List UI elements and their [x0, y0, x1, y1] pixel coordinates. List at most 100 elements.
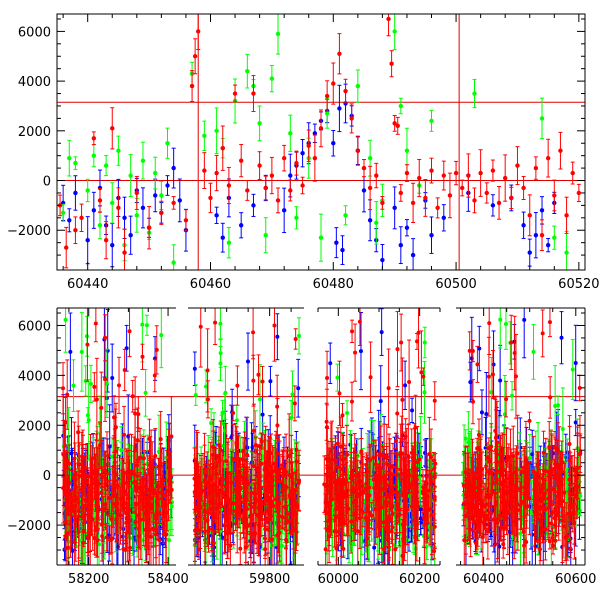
top-x-tick-label: 60500	[435, 277, 476, 292]
bottom-point	[419, 330, 424, 415]
top-point	[564, 196, 569, 234]
bottom-point	[135, 461, 140, 491]
bottom-point	[103, 473, 108, 495]
bottom-y-tick-label: 6000	[18, 319, 51, 334]
top-point	[527, 194, 532, 237]
bottom-point	[535, 451, 540, 478]
bottom-x-tick-label: 58400	[147, 572, 188, 587]
bottom-point	[246, 466, 251, 502]
bottom-point	[525, 496, 530, 516]
top-point	[263, 175, 268, 201]
top-point	[521, 211, 526, 239]
bottom-point	[225, 477, 230, 560]
bottom-point	[90, 465, 95, 493]
bottom-point	[152, 358, 157, 393]
bottom-point	[329, 463, 334, 536]
bottom-point	[246, 332, 251, 391]
top-point	[564, 230, 569, 270]
top-point	[110, 223, 115, 268]
top-point	[576, 183, 582, 203]
top-point	[545, 238, 551, 253]
bottom-point	[290, 370, 295, 419]
top-point	[533, 212, 539, 259]
top-point	[343, 205, 348, 226]
bottom-point	[192, 351, 197, 387]
bottom-point	[422, 326, 427, 359]
top-point	[429, 157, 434, 184]
top-point	[128, 154, 133, 198]
bottom-point	[293, 328, 298, 350]
bottom-point	[94, 357, 99, 442]
top-series-2	[57, 14, 582, 270]
top-point	[331, 129, 336, 157]
bottom-point	[138, 472, 143, 504]
bottom-y-tick-label: 0	[43, 469, 51, 484]
bottom-point	[570, 339, 575, 400]
bottom-point	[541, 474, 546, 519]
bottom-point	[328, 342, 333, 384]
bottom-point	[369, 502, 374, 530]
bottom-point	[470, 339, 475, 363]
bottom-point	[549, 514, 554, 532]
top-point	[214, 206, 219, 224]
top-point	[281, 187, 287, 234]
bottom-point	[331, 445, 336, 500]
top-x-tick-label: 60440	[67, 277, 108, 292]
top-point	[251, 193, 256, 217]
top-point	[367, 165, 373, 211]
bottom-point	[114, 495, 119, 543]
top-point	[478, 149, 483, 197]
bottom-point	[546, 469, 551, 528]
bottom-point	[414, 332, 419, 350]
top-point	[410, 238, 416, 270]
bottom-point	[498, 308, 503, 349]
bottom-point	[275, 313, 280, 361]
top-point	[226, 166, 232, 205]
bottom-point	[527, 461, 532, 536]
top-point	[441, 204, 446, 232]
bottom-point	[251, 354, 256, 407]
bottom-point	[489, 449, 494, 495]
top-panel: 60440 60460 60480 60500 60520 −2000 0 2000 4000 6…	[7, 13, 600, 292]
bottom-point	[99, 458, 104, 527]
bottom-point	[211, 430, 216, 504]
bottom-point	[368, 341, 373, 413]
top-point	[340, 235, 345, 265]
bottom-point	[67, 469, 72, 497]
bottom-point	[296, 358, 301, 418]
top-point	[552, 179, 557, 212]
bottom-point	[464, 480, 469, 509]
bottom-y-tick-label: −2000	[7, 519, 51, 534]
top-y-tick-label: 6000	[18, 25, 51, 40]
top-point	[435, 197, 440, 219]
bottom-point	[280, 450, 285, 530]
bottom-point	[371, 439, 376, 520]
bottom-point	[368, 443, 373, 477]
bottom-point	[421, 367, 426, 386]
top-point	[245, 53, 250, 89]
bottom-point	[551, 536, 556, 555]
bottom-point	[358, 312, 363, 391]
bottom-y-tick-label: 2000	[18, 419, 51, 434]
top-point	[73, 216, 78, 245]
bottom-point	[359, 437, 364, 465]
bottom-point	[358, 501, 363, 519]
bottom-point	[540, 309, 545, 358]
bottom-point	[70, 488, 75, 513]
bottom-point	[294, 442, 299, 481]
top-point	[453, 160, 459, 186]
bottom-point	[477, 325, 482, 372]
top-point	[441, 160, 446, 191]
bottom-point	[103, 336, 108, 422]
bottom-point	[515, 478, 520, 543]
bottom-point	[560, 478, 565, 563]
top-point	[116, 135, 121, 166]
bottom-point	[198, 308, 203, 368]
top-point	[140, 141, 146, 180]
top-point	[220, 222, 225, 253]
bottom-point	[356, 471, 361, 491]
bottom-point	[326, 447, 331, 474]
top-point	[116, 187, 121, 229]
top-point	[318, 109, 324, 148]
bottom-point	[251, 403, 256, 458]
